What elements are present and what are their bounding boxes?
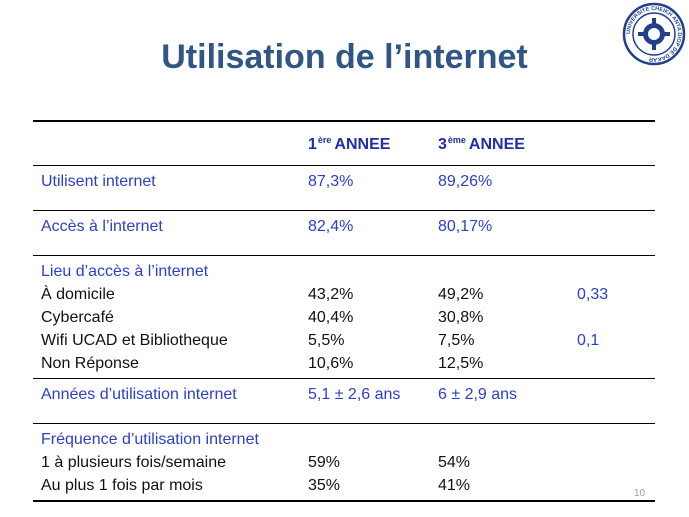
- value-third-year: 41%: [438, 477, 471, 494]
- table-row-frequence: Fréquence d’utilisation internet 1 à plu…: [33, 424, 655, 500]
- table-row-lieu: Lieu d’accès à l’internet À domicile 43,…: [33, 256, 655, 379]
- value-first-year: 87,3%: [308, 173, 354, 190]
- page-number: 10: [634, 488, 646, 499]
- sub-row-label: 1 à plusieurs fois/semaine: [41, 454, 226, 471]
- table-row-annees: Années d’utilisation internet 5,1 ± 2,6 …: [33, 379, 655, 424]
- table-row-utilisent: Utilisent internet 87,3% 89,26%: [33, 166, 655, 211]
- value-first-year: 5,1 ± 2,6 ans: [308, 386, 401, 403]
- table-row-acces: Accès à l’internet 82,4% 80,17%: [33, 211, 655, 256]
- value-first-year: 82,4%: [308, 218, 354, 235]
- value-third-year: 30,8%: [438, 309, 484, 326]
- header-third-year: 3ème ANNEE: [438, 135, 525, 153]
- row-label: Utilisent internet: [41, 173, 156, 190]
- value-third-year: 89,26%: [438, 173, 493, 190]
- sub-row-label: Au plus 1 fois par mois: [41, 477, 203, 494]
- sub-row-label: Wifi UCAD et Bibliotheque: [41, 332, 228, 349]
- row-label: Accès à l’internet: [41, 218, 163, 235]
- value-third-year: 80,17%: [438, 218, 493, 235]
- slide-title: Utilisation de l’internet: [161, 38, 528, 76]
- sub-row-label: À domicile: [41, 286, 115, 303]
- value-first-year: 35%: [308, 477, 341, 494]
- sub-row-label: Non Réponse: [41, 355, 139, 372]
- sub-row-label: Cybercafé: [41, 309, 114, 326]
- value-first-year: 10,6%: [308, 355, 354, 372]
- table-header-row: 1ère ANNEE 3ème ANNEE: [33, 122, 655, 166]
- header-first-year: 1ère ANNEE: [308, 135, 391, 153]
- value-first-year: 40,4%: [308, 309, 354, 326]
- value-third-year: 7,5%: [438, 332, 475, 349]
- value-third-year: 6 ± 2,9 ans: [438, 386, 518, 403]
- value-third-year: 49,2%: [438, 286, 484, 303]
- row-label: Lieu d’accès à l’internet: [41, 263, 209, 280]
- value-third-year: 54%: [438, 454, 471, 471]
- p-value: 0,33: [577, 286, 609, 303]
- value-first-year: 59%: [308, 454, 341, 471]
- value-third-year: 12,5%: [438, 355, 484, 372]
- row-label: Années d’utilisation internet: [41, 386, 237, 403]
- university-seal-logo: UNIVERSITE CHEIKH ANTA DIOP DE DAKAR: [622, 2, 686, 66]
- value-first-year: 43,2%: [308, 286, 354, 303]
- p-value: 0,1: [577, 332, 600, 349]
- row-label: Fréquence d’utilisation internet: [41, 431, 259, 448]
- value-first-year: 5,5%: [308, 332, 345, 349]
- data-table: 1ère ANNEE 3ème ANNEE Utilisent internet 8…: [33, 120, 655, 502]
